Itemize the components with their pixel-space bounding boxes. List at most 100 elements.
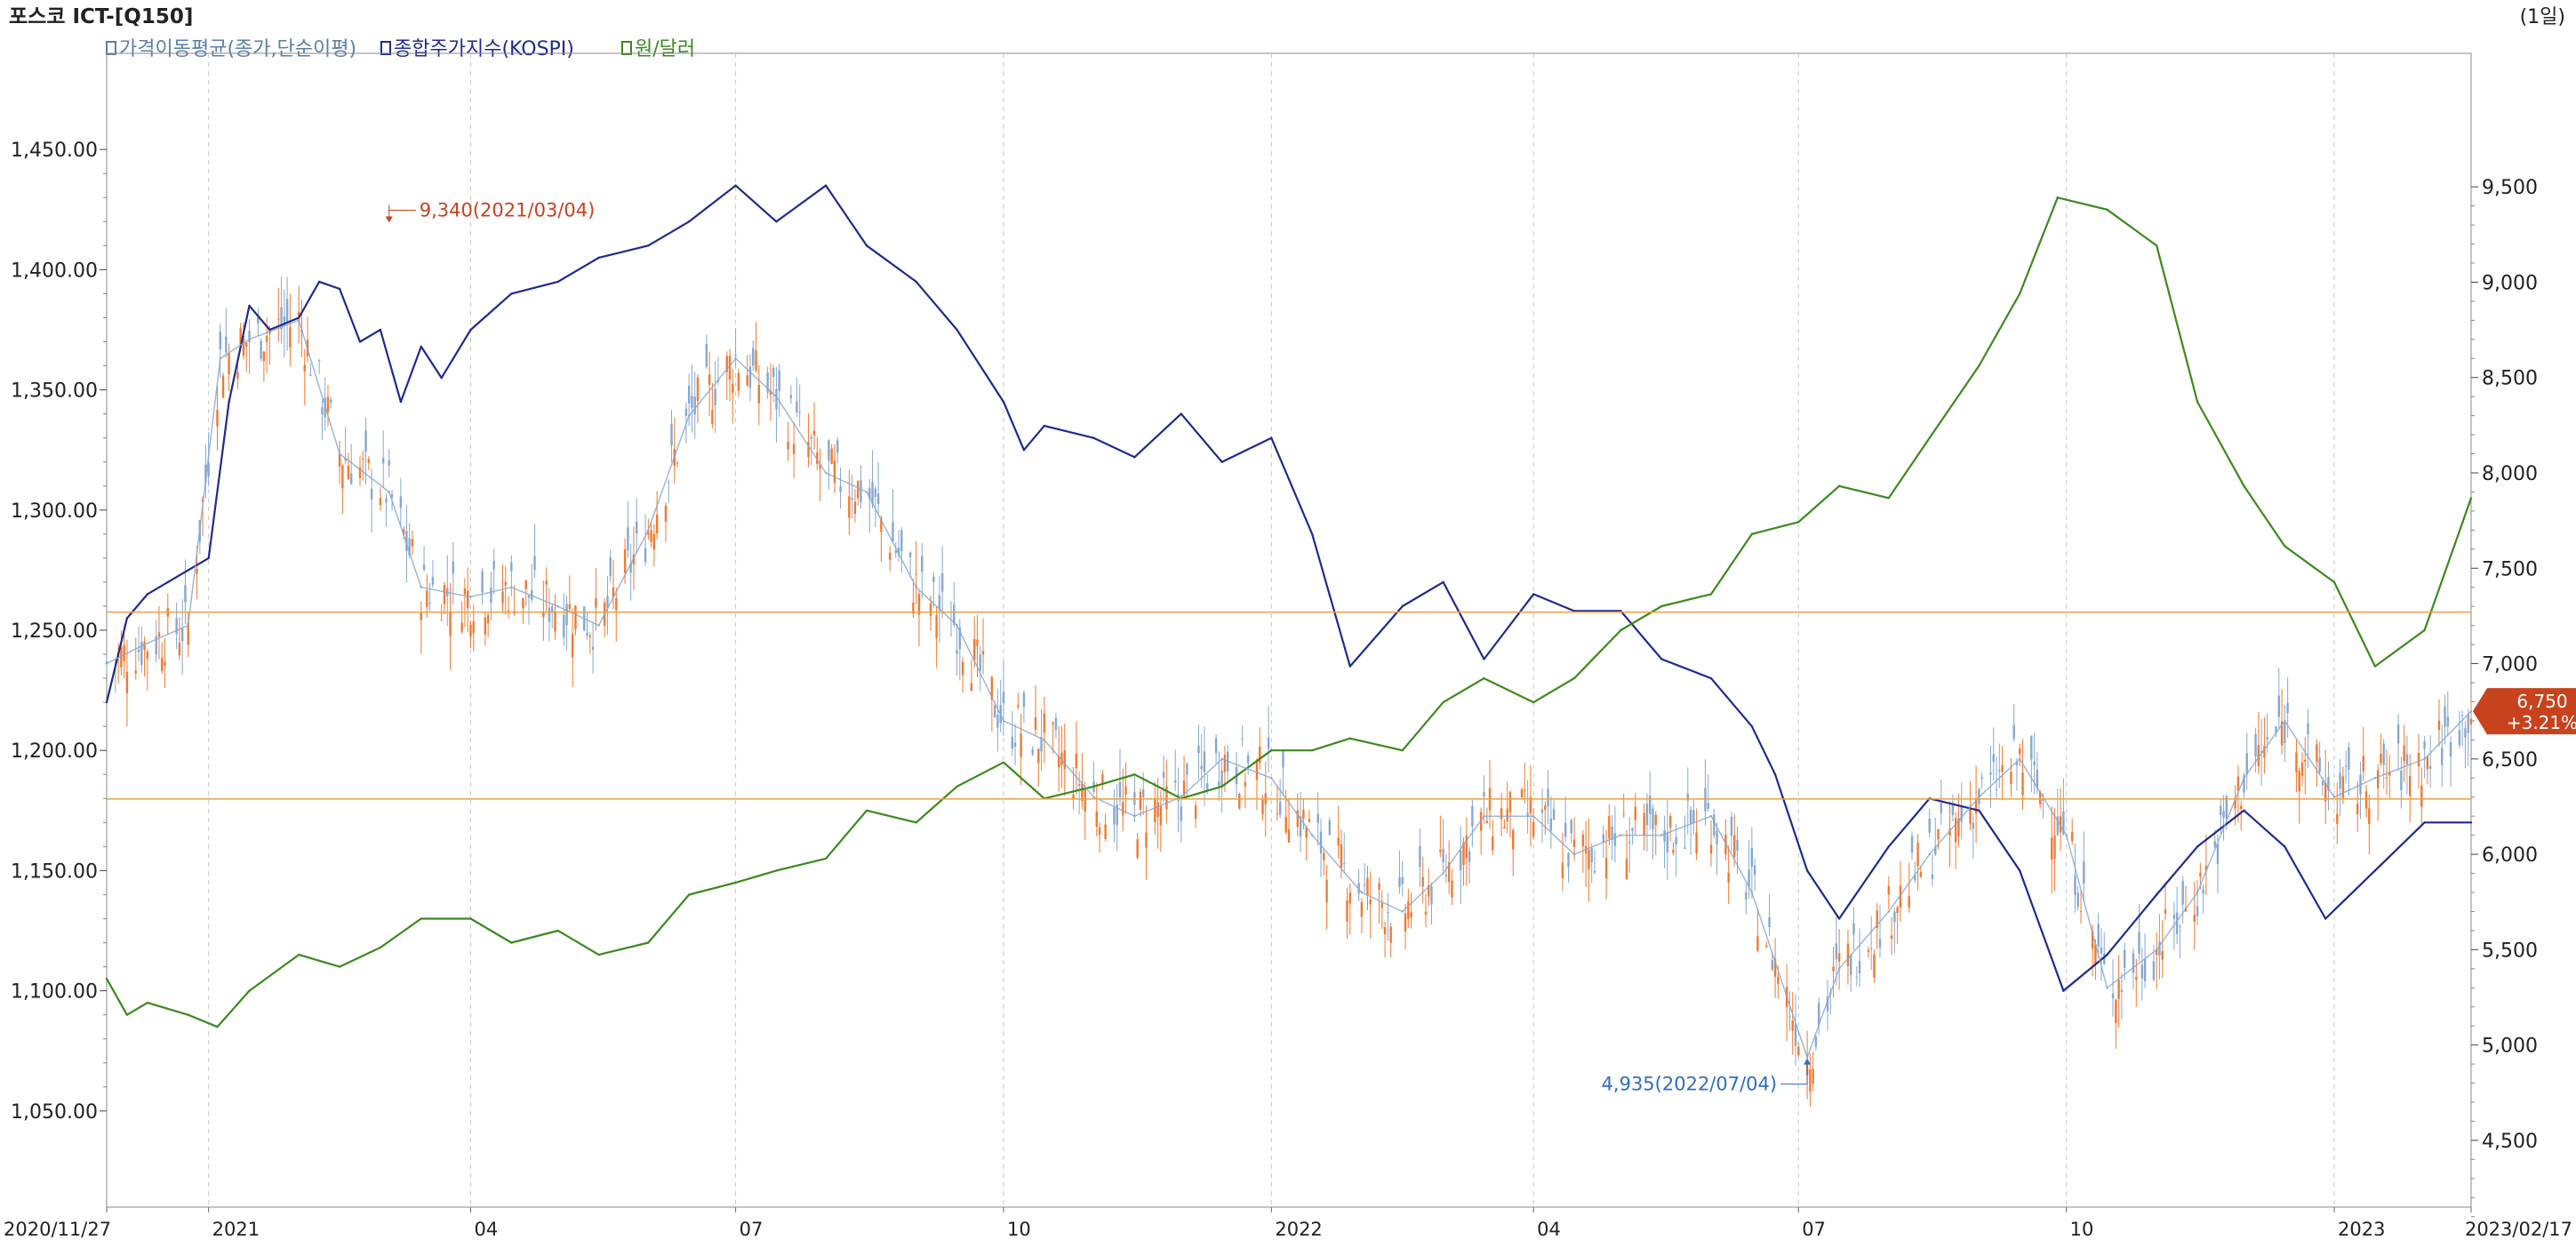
series-point-1 [1887, 497, 1891, 500]
candle-body [1873, 954, 1876, 978]
candle-body [402, 529, 405, 535]
candle-body [1471, 805, 1474, 827]
candle-body [1483, 792, 1485, 797]
candle-body [2132, 953, 2135, 973]
candle-body [2396, 724, 2400, 744]
series-point-2 [2373, 777, 2377, 780]
series-point-2 [1620, 834, 1622, 836]
candle-body [935, 614, 938, 638]
candle-body [1366, 877, 1369, 896]
series-point-1 [1797, 521, 1800, 524]
candle-body [828, 440, 830, 461]
candle-body [2202, 889, 2204, 894]
candle-body [2275, 726, 2277, 733]
candle-body [1337, 837, 1340, 846]
series-point-1 [2019, 292, 2021, 295]
candle-body [1549, 818, 1553, 831]
candle-body [1017, 705, 1020, 708]
series-point-1 [1348, 737, 1351, 740]
candle-body [714, 388, 716, 405]
candle-body [2236, 776, 2240, 791]
candle-body [262, 351, 266, 362]
candle-body [2388, 772, 2391, 776]
candle-body [940, 572, 944, 592]
price-tag[interactable]: 6,750+3.21% [2473, 688, 2576, 735]
candle-body [932, 576, 935, 582]
candle-body [921, 556, 924, 572]
series-point-2 [1572, 852, 1576, 856]
candle-body [411, 539, 414, 547]
candle-body [755, 350, 757, 371]
series-point-0 [358, 340, 362, 343]
candle-body [2348, 747, 2350, 770]
candle-body [2015, 761, 2019, 766]
right-tick-label-2: 8,500 [2482, 368, 2538, 390]
candle-body [833, 460, 836, 484]
candle-body [1255, 760, 1259, 780]
candle-body [548, 607, 551, 622]
candle-body [1893, 911, 1896, 923]
candle-body [2362, 756, 2364, 772]
series-point-0 [207, 556, 210, 560]
x-tick-label-9: 2023 [2338, 1219, 2385, 1240]
candle-body [460, 622, 463, 632]
series-point-1 [187, 1013, 189, 1016]
candle-body [1398, 876, 1401, 887]
series-point-2 [1180, 796, 1182, 798]
candle-body [2175, 912, 2179, 934]
candle-body [2441, 748, 2444, 765]
series-point-0 [2243, 809, 2245, 812]
candle-body [2216, 844, 2220, 864]
series-point-1 [379, 946, 382, 949]
candle-body [501, 591, 504, 604]
candle-body [1526, 812, 1529, 817]
candle-body [1480, 812, 1483, 831]
candle-body [347, 466, 350, 480]
candle-body [2318, 757, 2321, 772]
candle-body [484, 617, 487, 635]
candle-body [2140, 964, 2144, 979]
candle-body [734, 354, 737, 356]
candle-body [1709, 844, 1713, 854]
candle-body [1159, 806, 1163, 826]
annotation-marker-0 [385, 216, 393, 223]
candle-body [2100, 947, 2103, 954]
candle-body [2257, 745, 2260, 766]
candle-body [1765, 946, 1768, 948]
candle-body [2033, 761, 2036, 766]
candle-body [1532, 821, 1535, 837]
series-point-0 [338, 287, 341, 291]
candle-body [1590, 848, 1593, 863]
candle-body [2339, 772, 2341, 789]
candle-body [341, 465, 344, 489]
series-point-1 [2469, 497, 2473, 500]
candle-body [1995, 788, 1998, 790]
series-point-1 [824, 857, 828, 860]
candle-body [2240, 805, 2243, 810]
candle-body [1162, 772, 1165, 778]
series-point-1 [1837, 484, 1841, 487]
series-point-2 [2469, 709, 2473, 713]
candle-body [1104, 824, 1107, 840]
candle-body [1278, 802, 1282, 815]
candle-body [175, 618, 178, 635]
series-point-2 [1805, 1056, 1809, 1059]
candle-body [1695, 832, 1698, 854]
series-point-1 [298, 953, 300, 956]
candle-body [443, 585, 446, 604]
candle-body [1220, 770, 1223, 787]
candle-body [746, 375, 748, 387]
candle-body [775, 388, 778, 410]
candle-body [2254, 733, 2257, 757]
candle-body [2111, 993, 2115, 999]
series-point-2 [2332, 796, 2336, 798]
candle-body [2213, 841, 2216, 847]
legend-label-0: 가격이동평균(종가,단순이평) [119, 38, 356, 60]
candle-body [143, 642, 146, 651]
candle-body [595, 598, 597, 608]
candle-body [196, 569, 198, 574]
left-tick-label-2: 1,350.00 [11, 380, 98, 403]
candle-body [2428, 765, 2432, 769]
right-tick-label-1: 9,000 [2482, 272, 2538, 294]
